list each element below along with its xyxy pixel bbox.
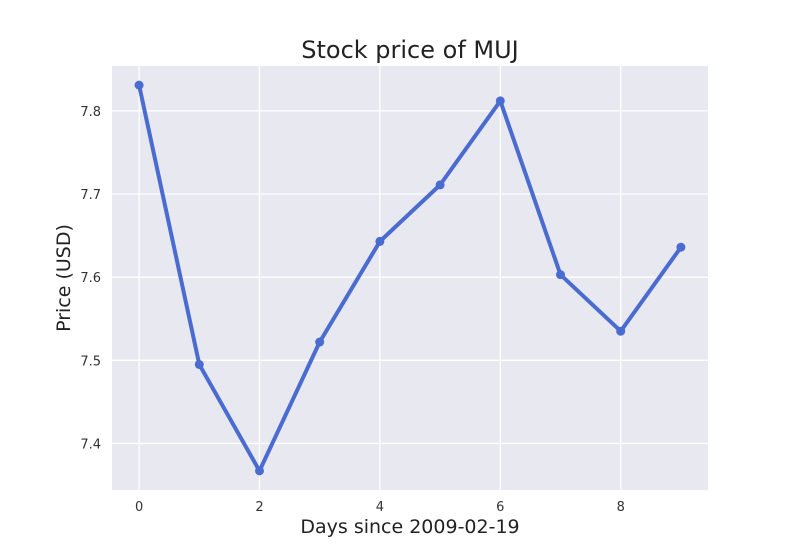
data-point (254, 466, 264, 476)
y-axis-label: Price (USD) (53, 224, 75, 332)
series-layer (134, 80, 686, 476)
data-point (134, 80, 144, 90)
data-point (495, 96, 505, 106)
data-point (194, 359, 204, 369)
data-point (315, 337, 325, 347)
x-tick-label: 8 (617, 500, 625, 515)
data-point (676, 242, 686, 252)
x-tick-label: 4 (376, 500, 384, 515)
x-tick-label: 6 (496, 500, 504, 515)
x-tick-label: 2 (255, 500, 263, 515)
y-tick-label: 7.7 (80, 188, 101, 203)
plot-area (112, 66, 708, 490)
grid-lines (112, 66, 708, 490)
x-axis-label: Days since 2009-02-19 (300, 516, 519, 538)
data-point (616, 326, 626, 336)
tick-labels: 0 2 4 6 8 7.4 7.5 7.6 7.7 7.8 (80, 105, 625, 515)
y-tick-label: 7.6 (80, 271, 101, 286)
y-tick-label: 7.8 (80, 105, 101, 120)
data-point (556, 270, 566, 280)
y-tick-label: 7.5 (80, 354, 101, 369)
series-line (137, 83, 683, 473)
data-point (375, 236, 385, 246)
y-tick-label: 7.4 (80, 437, 101, 452)
data-point (435, 180, 445, 190)
x-tick-label: 0 (135, 500, 143, 515)
chart-title: Stock price of MUJ (301, 36, 519, 64)
